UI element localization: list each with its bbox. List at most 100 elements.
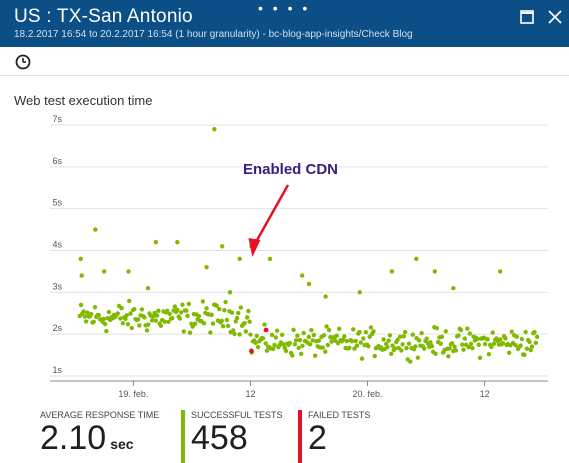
success-point	[80, 273, 84, 277]
success-point	[345, 339, 349, 343]
success-point	[146, 322, 150, 326]
success-point	[483, 342, 487, 346]
success-point	[209, 313, 213, 317]
success-point	[359, 340, 363, 344]
success-point	[407, 341, 411, 345]
y-tick-label: 2s	[52, 323, 62, 333]
metric-value: 2	[308, 420, 370, 456]
success-point	[444, 329, 448, 333]
success-point	[459, 328, 463, 332]
success-point	[150, 318, 154, 322]
success-point	[428, 340, 432, 344]
success-point	[490, 330, 494, 334]
success-point	[81, 309, 85, 313]
success-point	[271, 347, 275, 351]
success-point	[92, 320, 96, 324]
success-point	[178, 316, 182, 320]
success-point	[261, 336, 265, 340]
success-point	[204, 265, 208, 269]
success-point	[307, 335, 311, 339]
success-point	[492, 341, 496, 345]
avg-unit: sec	[110, 436, 133, 452]
success-point	[184, 309, 188, 313]
success-point	[399, 348, 403, 352]
success-point	[313, 353, 317, 357]
success-point	[220, 244, 224, 248]
success-point	[79, 303, 83, 307]
success-point	[327, 328, 331, 332]
metric-failed-tests[interactable]: FAILED TESTS 2	[298, 410, 370, 463]
success-point	[522, 353, 526, 357]
success-point	[523, 330, 527, 334]
success-point	[300, 273, 304, 277]
close-icon[interactable]	[546, 8, 564, 26]
avg-value: 2.10	[40, 419, 106, 457]
success-point	[501, 341, 505, 345]
success-point	[236, 311, 240, 315]
success-point	[204, 306, 208, 310]
success-point	[503, 336, 507, 340]
success-point	[284, 349, 288, 353]
y-tick-label: 6s	[52, 156, 62, 166]
maximize-icon[interactable]	[518, 8, 536, 26]
success-point	[293, 342, 297, 346]
success-point	[414, 257, 418, 261]
success-point	[430, 344, 434, 348]
success-point	[256, 345, 260, 349]
success-point	[126, 322, 130, 326]
success-point	[124, 313, 128, 317]
success-point	[262, 322, 266, 326]
success-point	[411, 332, 415, 336]
success-point	[468, 331, 472, 335]
success-point	[212, 127, 216, 131]
success-point	[454, 348, 458, 352]
success-point	[390, 269, 394, 273]
success-point	[400, 342, 404, 346]
success-point	[534, 341, 538, 345]
success-point	[244, 329, 248, 333]
success-point	[222, 308, 226, 312]
x-tick-label: 20. feb.	[353, 389, 383, 399]
success-point	[116, 311, 120, 315]
success-point	[358, 290, 362, 294]
success-point	[388, 333, 392, 337]
success-point	[515, 334, 519, 338]
success-point	[155, 313, 159, 317]
success-point	[235, 316, 239, 320]
success-point	[104, 329, 108, 333]
success-point	[136, 317, 140, 321]
success-point	[393, 346, 397, 350]
success-point	[419, 331, 423, 335]
failed-point	[249, 349, 254, 354]
success-point	[299, 352, 303, 356]
success-point	[159, 324, 163, 328]
metric-value: 458	[191, 420, 283, 456]
success-point	[402, 334, 406, 338]
success-point	[312, 333, 316, 337]
success-point	[237, 332, 241, 336]
success-point	[351, 327, 355, 331]
success-point	[140, 307, 144, 311]
success-point	[422, 346, 426, 350]
success-point	[518, 343, 522, 347]
success-point	[89, 312, 93, 316]
x-tick-label: 12	[480, 389, 490, 399]
success-point	[335, 334, 339, 338]
success-point	[225, 318, 229, 322]
success-point	[221, 324, 225, 328]
more-options-dots[interactable]: • • • •	[258, 0, 310, 16]
clock-icon[interactable]	[15, 54, 31, 70]
metric-successful-tests[interactable]: SUCCESSFUL TESTS 458	[181, 410, 283, 463]
success-point	[217, 307, 221, 311]
success-point	[275, 328, 279, 332]
success-point	[232, 332, 236, 336]
success-point	[535, 335, 539, 339]
success-point	[416, 355, 420, 359]
success-point	[280, 333, 284, 337]
success-point	[182, 329, 186, 333]
success-point	[248, 332, 252, 336]
success-point	[119, 306, 123, 310]
success-point	[126, 269, 130, 273]
metric-average-response-time[interactable]: AVERAGE RESPONSE TIME 2.10 sec	[40, 410, 159, 462]
success-point	[460, 342, 464, 346]
